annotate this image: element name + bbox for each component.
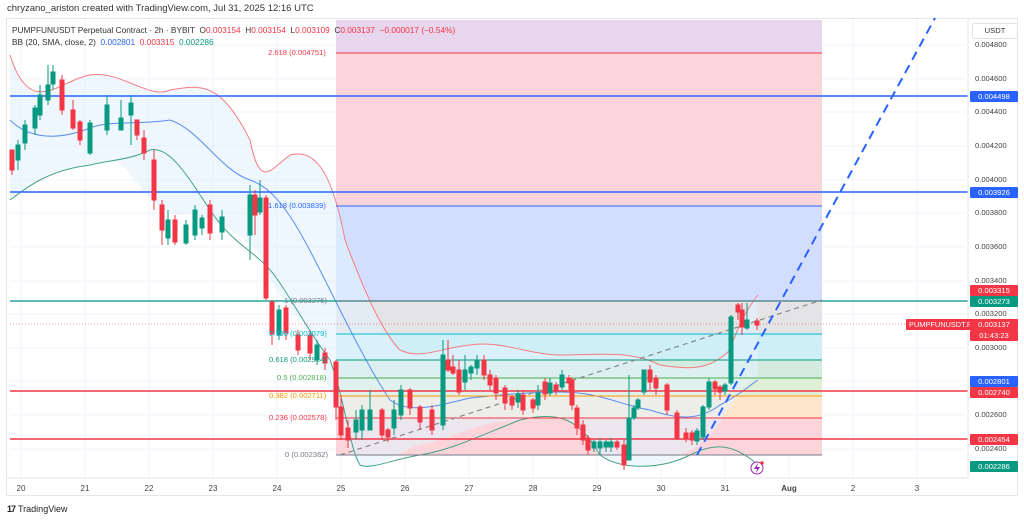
time-tick: 24 <box>272 484 282 493</box>
fib-label-0382: 0.382 (0.002711) <box>269 391 327 400</box>
bb-lower-value: 0.002286 <box>179 37 214 47</box>
bollinger-band-fill <box>10 55 758 466</box>
bollinger-lower <box>9 149 759 467</box>
candlesticks <box>9 65 760 470</box>
price-tick: 0.003200 <box>975 309 1007 318</box>
change-value: −0.000017 (−0.54%) <box>379 25 456 35</box>
fib-label-0618: 0.618 (0.002924) <box>269 355 327 364</box>
fib-label-0786: 0.786 (0.003079) <box>269 329 327 338</box>
bollinger-basis <box>9 119 759 418</box>
fib-label-1: 1 (0.003275) <box>284 296 328 305</box>
time-tick: 2 <box>850 484 856 493</box>
low-value: 0.003109 <box>295 25 330 35</box>
bar-countdown: 01:43:23 <box>970 330 1018 341</box>
time-tick: 29 <box>592 484 602 493</box>
price-tick: 0.003400 <box>975 276 1007 285</box>
tradingview-logo-text: TradingView <box>18 504 68 514</box>
bb-basis-value: 0.002801 <box>100 37 136 47</box>
time-tick: 26 <box>400 484 410 493</box>
fib-label-05: 0.5 (0.002818) <box>277 373 327 382</box>
price-tick: 0.002400 <box>975 444 1007 453</box>
currency-selector[interactable]: USDT <box>972 23 1018 39</box>
time-tick-month: Aug <box>781 484 797 493</box>
price-tick: 0.004400 <box>975 107 1007 116</box>
price-label-teal-line: 0.003273 <box>970 296 1018 307</box>
price-tick: 0.004600 <box>975 74 1007 83</box>
time-tick: 27 <box>464 484 474 493</box>
symbol-tag: PUMPFUNUSDT.P <box>906 319 975 330</box>
price-tick: 0.004200 <box>975 141 1007 150</box>
time-tick: 30 <box>656 484 666 493</box>
price-label-last: 0.003137 <box>970 319 1018 330</box>
price-label-support-2: 0.002454 <box>970 434 1018 445</box>
bb-upper-value: 0.003315 <box>139 37 175 47</box>
time-tick: 20 <box>16 484 26 493</box>
time-tick: 21 <box>80 484 90 493</box>
bb-row: BB (20, SMA, close, 2) 0.002801 0.003315… <box>12 36 455 48</box>
time-tick: 25 <box>336 484 346 493</box>
time-tick: 23 <box>208 484 218 493</box>
chart-frame <box>6 18 1018 496</box>
fib-label-1618: 1.618 (0.003839) <box>268 201 326 210</box>
price-tick: 0.003800 <box>975 208 1007 217</box>
fib-label-2618: 2.618 (0.004751) <box>268 48 326 57</box>
high-value: 0.003154 <box>251 25 286 35</box>
price-label-bb-upper: 0.003315 <box>970 285 1018 296</box>
close-value: 0.003137 <box>340 25 375 35</box>
price-tick: 0.002600 <box>975 410 1007 419</box>
price-tick: 0.004000 <box>975 175 1007 184</box>
price-label-bb-basis: 0.002801 <box>970 376 1018 387</box>
open-value: 0.003154 <box>206 25 241 35</box>
time-tick: 3 <box>914 484 920 493</box>
price-tick: 0.003600 <box>975 242 1007 251</box>
time-tick: 22 <box>144 484 154 493</box>
fib-level-lines <box>336 52 822 456</box>
ohlc-row: PUMPFUNUSDT Perpetual Contract · 2h · BY… <box>12 25 456 35</box>
tradingview-logo-icon: 17 <box>7 504 16 514</box>
price-tick: 0.004800 <box>975 40 1007 49</box>
projection-line[interactable] <box>696 17 936 456</box>
fib-label-0: 0 (0.002362) <box>285 450 329 459</box>
symbol-title[interactable]: PUMPFUNUSDT Perpetual Contract · 2h · BY… <box>12 25 195 35</box>
price-label-support-1: 0.002740 <box>970 387 1018 398</box>
chart-legend: PUMPFUNUSDT Perpetual Contract · 2h · BY… <box>12 24 455 48</box>
price-label-resistance-2: 0.003926 <box>970 187 1018 198</box>
lightning-alert-icon[interactable] <box>750 461 764 475</box>
chart-caption: chryzano_ariston created with TradingVie… <box>7 3 314 14</box>
price-tick: 0.003000 <box>975 343 1007 352</box>
tradingview-logo[interactable]: 17 TradingView <box>7 504 68 514</box>
price-label-resistance-1: 0.004498 <box>970 91 1018 102</box>
bb-indicator-title[interactable]: BB (20, SMA, close, 2) <box>12 37 96 47</box>
price-label-bb-lower: 0.002286 <box>970 461 1018 472</box>
time-tick: 28 <box>528 484 538 493</box>
fib-label-0236: 0.236 (0.002578) <box>269 413 327 422</box>
bollinger-upper <box>9 54 759 369</box>
time-tick: 31 <box>720 484 730 493</box>
